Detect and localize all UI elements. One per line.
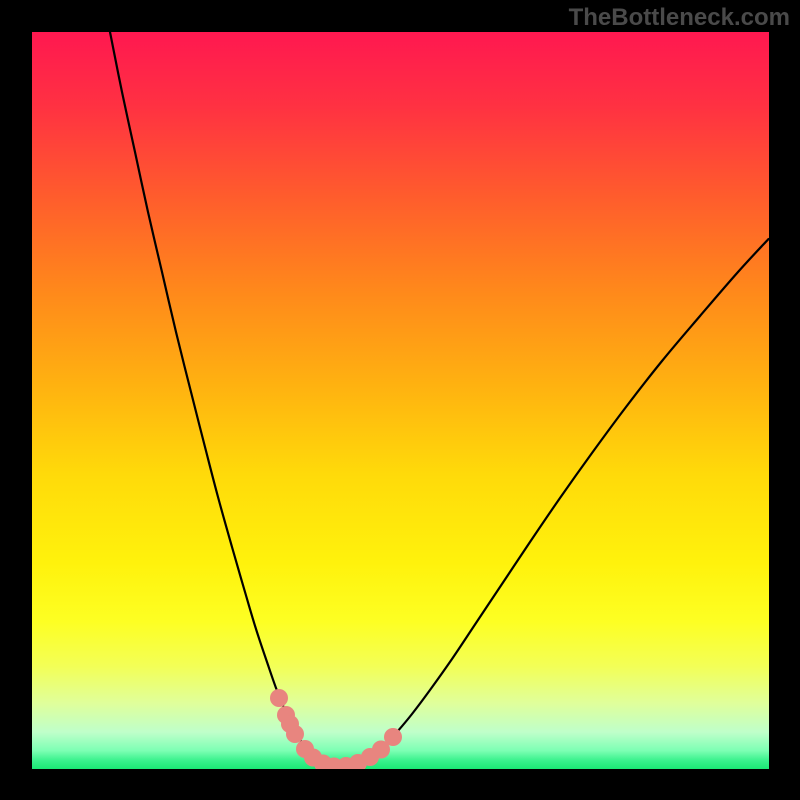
- data-marker: [286, 725, 304, 743]
- data-marker: [384, 728, 402, 746]
- chart-svg: [32, 32, 769, 769]
- chart-container: TheBottleneck.com: [0, 0, 800, 800]
- plot-area: [32, 32, 769, 769]
- data-marker: [270, 689, 288, 707]
- watermark-text: TheBottleneck.com: [569, 4, 790, 32]
- gradient-background: [32, 32, 769, 769]
